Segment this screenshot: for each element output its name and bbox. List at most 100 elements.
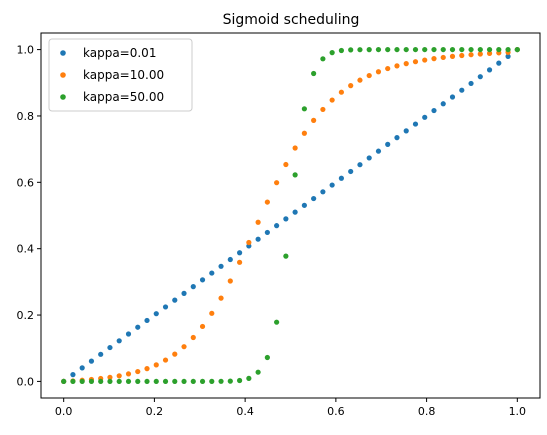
data-point: [172, 378, 178, 385]
data-point: [440, 101, 446, 107]
data-point: [385, 65, 391, 72]
data-point: [292, 145, 298, 151]
data-point: [449, 53, 456, 59]
data-point: [144, 378, 150, 385]
data-point: [98, 378, 104, 385]
data-point: [459, 52, 465, 59]
data-point: [311, 195, 317, 202]
data-point: [468, 80, 474, 87]
data-point: [274, 319, 280, 325]
legend-label: kappa=10.00: [83, 68, 164, 82]
data-point: [486, 67, 493, 73]
y-axis: 0.0 0.2 0.4 0.6 0.8 1.0: [17, 44, 41, 388]
data-point: [199, 277, 206, 283]
data-point: [486, 46, 493, 53]
legend-marker: [60, 50, 66, 56]
data-point: [375, 69, 382, 75]
data-point: [227, 278, 233, 284]
data-point: [264, 199, 270, 205]
data-point: [431, 107, 437, 114]
data-point: [218, 263, 224, 269]
data-point: [79, 378, 85, 385]
data-point: [403, 61, 409, 67]
data-point: [514, 46, 520, 53]
data-point: [162, 357, 169, 363]
data-point: [301, 130, 307, 136]
data-point: [135, 378, 141, 385]
data-points: [61, 46, 520, 385]
data-point: [135, 368, 141, 375]
data-point: [292, 172, 298, 178]
data-point: [394, 135, 400, 141]
data-point: [311, 70, 317, 77]
data-point: [209, 378, 215, 384]
data-point: [181, 290, 187, 296]
data-point: [190, 284, 196, 290]
data-point: [477, 46, 483, 53]
data-point: [449, 94, 456, 100]
data-point: [283, 216, 289, 222]
data-point: [357, 162, 363, 168]
data-point: [505, 46, 511, 53]
data-point: [125, 371, 132, 377]
data-point: [70, 378, 76, 385]
data-point: [237, 250, 243, 256]
y-tick-label: 1.0: [17, 44, 35, 57]
data-point: [301, 106, 307, 112]
data-point: [449, 46, 456, 53]
data-point: [468, 52, 474, 58]
data-point: [264, 229, 270, 236]
data-point: [422, 46, 428, 53]
data-point: [431, 46, 437, 53]
data-point: [107, 374, 113, 380]
data-point: [199, 378, 206, 385]
data-point: [162, 304, 169, 310]
data-point: [385, 141, 391, 147]
data-point: [116, 373, 122, 379]
data-point: [98, 351, 104, 357]
data-point: [477, 51, 483, 57]
y-tick-label: 0.6: [17, 176, 35, 189]
data-point: [255, 369, 261, 375]
data-point: [88, 378, 95, 385]
data-point: [125, 331, 132, 337]
legend-marker: [60, 94, 66, 100]
data-point: [116, 338, 122, 344]
data-point: [422, 57, 428, 63]
data-point: [190, 378, 196, 385]
y-tick-label: 0.2: [17, 309, 35, 322]
data-point: [190, 334, 196, 341]
data-point: [412, 46, 419, 53]
plot-frame: [40, 32, 541, 399]
y-tick-label: 0.8: [17, 110, 35, 123]
data-point: [459, 46, 465, 53]
data-point: [227, 256, 233, 263]
data-point: [338, 175, 344, 181]
data-point: [320, 56, 326, 62]
data-point: [412, 59, 419, 65]
data-point: [153, 362, 159, 368]
legend: kappa=0.01 kappa=10.00 kappa=50.00: [48, 38, 193, 112]
y-tick-label: 0.4: [17, 243, 35, 256]
data-point: [311, 117, 317, 124]
series-3: [61, 46, 520, 385]
data-point: [496, 60, 502, 66]
data-point: [357, 47, 363, 53]
data-point: [246, 375, 252, 381]
data-point: [153, 378, 159, 385]
data-point: [107, 344, 113, 351]
data-point: [144, 317, 150, 324]
data-point: [366, 72, 372, 79]
data-point: [144, 366, 150, 372]
y-tick-label: 0.0: [17, 375, 35, 388]
data-point: [338, 89, 344, 95]
data-point: [125, 378, 132, 385]
data-point: [329, 50, 335, 56]
data-point: [264, 354, 270, 361]
data-point: [375, 148, 382, 154]
data-point: [440, 54, 446, 61]
legend-label: kappa=0.01: [83, 46, 156, 60]
data-point: [218, 295, 224, 301]
data-point: [135, 324, 141, 330]
